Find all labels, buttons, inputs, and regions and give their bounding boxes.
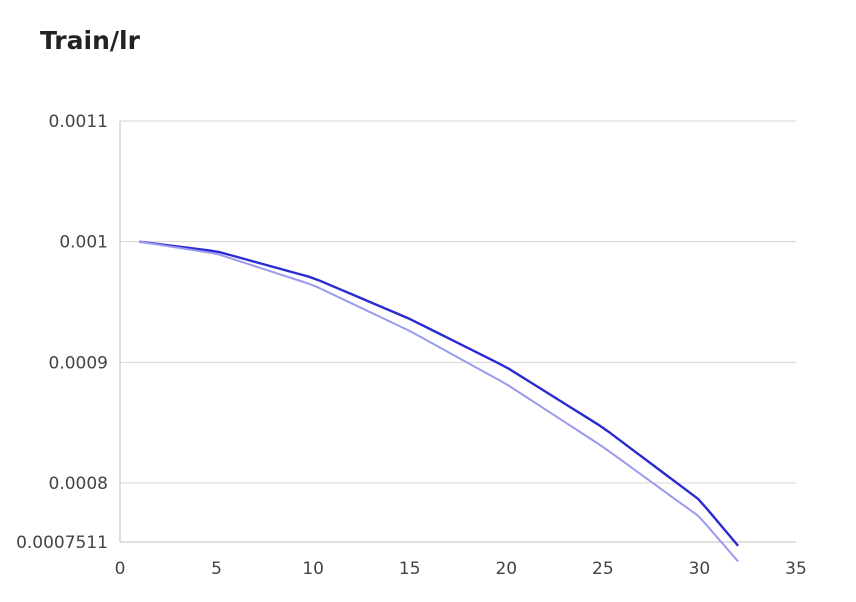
y-tick-label: 0.0009: [49, 353, 108, 373]
x-tick-label: 0: [115, 559, 126, 579]
x-tick-label: 10: [302, 559, 324, 579]
series-line-1: [139, 240, 739, 547]
grid-lines: [120, 120, 796, 484]
chart-title: Train/lr: [40, 26, 140, 55]
axes: [119, 121, 796, 543]
x-tick-label: 20: [495, 559, 517, 579]
x-tick-label: 15: [399, 559, 421, 579]
series-lines: [139, 240, 739, 563]
tick-labels: 0.0011 0.001 0.0009 0.0008 0.0007511 0 5 10 15 20…: [16, 112, 807, 579]
y-tick-label: 0.0007511: [16, 533, 108, 553]
series-line-2: [139, 240, 739, 563]
x-tick-label: 35: [785, 559, 807, 579]
y-tick-label: 0.001: [59, 233, 108, 253]
y-tick-label: 0.0011: [49, 112, 108, 132]
y-tick-label: 0.0008: [49, 474, 108, 494]
x-tick-label: 5: [211, 559, 222, 579]
x-tick-label: 30: [689, 559, 711, 579]
x-tick-label: 25: [592, 559, 614, 579]
